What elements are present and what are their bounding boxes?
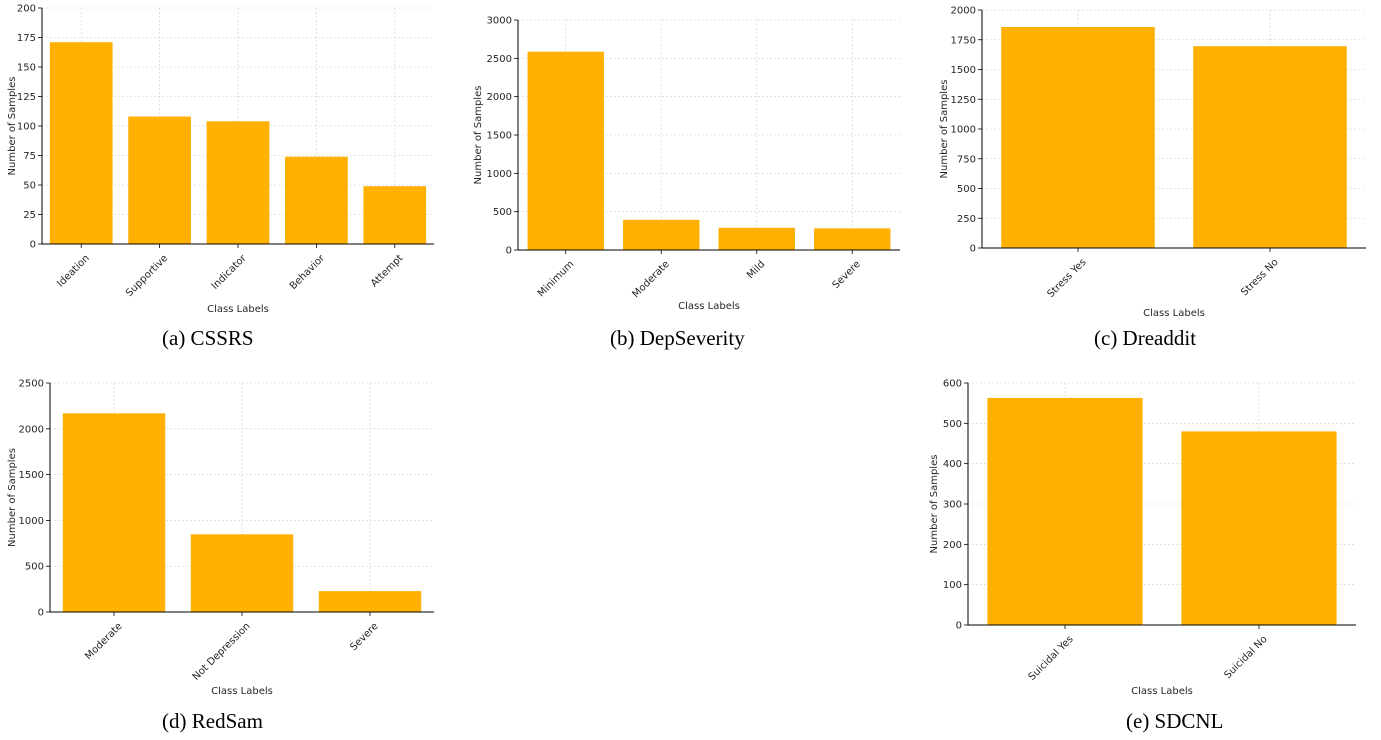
x-tick-label: Stress No <box>1239 257 1280 298</box>
y-tick-label: 600 <box>943 379 962 390</box>
bar <box>987 397 1143 625</box>
y-tick-label: 1750 <box>951 35 976 46</box>
chart-svg: 0 25 50 75 100 125 150 175 200 Ideation Supportive… <box>7 4 434 315</box>
bar <box>318 591 422 612</box>
x-tick-label: Moderate <box>83 621 124 662</box>
bar <box>814 228 891 250</box>
y-tick-label: 125 <box>17 92 36 103</box>
chart-sdcnl: 0 100 200 300 400 500 600 Suicidal Yes Suicidal … <box>922 368 1362 698</box>
y-tick-label: 0 <box>30 240 36 251</box>
x-tick-label: Behavior <box>288 252 328 292</box>
chart-redsam: 0 500 1000 1500 2000 2500 Moderate Not Depressi… <box>0 368 440 698</box>
y-tick-label: 2000 <box>951 6 976 17</box>
y-axis-label: Number of Samples <box>939 80 950 179</box>
y-tick-label: 1000 <box>19 516 44 527</box>
bar <box>128 116 191 244</box>
y-tick-label: 500 <box>943 419 962 430</box>
x-tick-label: Indicator <box>210 252 250 292</box>
chart-cssrs: 0 25 50 75 100 125 150 175 200 Ideation Supportive… <box>0 0 440 320</box>
x-tick-label: Severe <box>831 259 863 291</box>
y-tick-label: 75 <box>23 151 36 162</box>
x-tick-label: Not Depression <box>191 621 253 683</box>
y-tick-label: 175 <box>17 33 36 44</box>
y-tick-label: 500 <box>957 184 976 195</box>
bar <box>62 413 166 612</box>
bar <box>190 534 294 612</box>
bar <box>49 42 113 244</box>
x-tick-label: Supportive <box>124 253 170 299</box>
y-axis-label: Number of Samples <box>473 86 484 185</box>
y-tick-label: 500 <box>493 207 512 218</box>
y-tick-label: 1500 <box>487 131 512 142</box>
chart-svg: 0 500 1000 1500 2000 2500 3000 Minimum Moderate M… <box>473 16 900 312</box>
y-tick-label: 2000 <box>487 92 512 103</box>
y-tick-label: 0 <box>506 246 512 257</box>
y-tick-label: 200 <box>17 4 36 15</box>
y-tick-label: 1000 <box>487 169 512 180</box>
x-tick-label: Ideation <box>55 253 92 290</box>
y-tick-label: 3000 <box>487 16 512 27</box>
x-tick-label: Suicidal No <box>1222 634 1269 681</box>
y-tick-label: 2500 <box>487 54 512 65</box>
y-tick-label: 300 <box>943 500 962 511</box>
y-tick-label: 150 <box>17 63 36 74</box>
y-tick-label: 100 <box>943 580 962 591</box>
bar <box>363 186 427 244</box>
bar <box>1193 46 1347 249</box>
chart-svg: 0 250 500 750 1000 1250 1500 1750 2000 Stress Yes… <box>939 6 1366 319</box>
chart-dreaddit: 0 250 500 750 1000 1250 1500 1750 2000 Stress Yes… <box>932 0 1372 320</box>
x-tick-label: Suicidal Yes <box>1027 634 1076 683</box>
x-axis-label: Class Labels <box>211 686 273 697</box>
x-tick-label: Attempt <box>369 253 406 290</box>
x-axis-label: Class Labels <box>1131 686 1193 697</box>
bar <box>718 227 795 250</box>
bar <box>1001 27 1155 249</box>
y-tick-label: 1500 <box>19 470 44 481</box>
y-tick-label: 1250 <box>951 95 976 106</box>
bar <box>623 219 700 250</box>
x-tick-label: Minimum <box>536 259 577 300</box>
x-tick-label: Stress Yes <box>1045 257 1088 300</box>
y-tick-label: 50 <box>23 181 36 192</box>
y-tick-label: 25 <box>23 210 36 221</box>
x-tick-label: Moderate <box>630 259 671 300</box>
caption-cssrs: (a) CSSRS <box>162 326 254 350</box>
chart-svg: 0 100 200 300 400 500 600 Suicidal Yes Suicidal … <box>929 379 1356 697</box>
y-axis-label: Number of Samples <box>7 448 18 547</box>
x-tick-label: Mild <box>745 259 767 281</box>
y-tick-label: 0 <box>970 244 976 255</box>
bar <box>1181 431 1337 625</box>
bar <box>206 121 270 244</box>
y-tick-label: 100 <box>17 122 36 133</box>
x-axis-label: Class Labels <box>1143 308 1205 319</box>
y-tick-label: 200 <box>943 540 962 551</box>
y-tick-label: 250 <box>957 214 976 225</box>
caption-depseverity: (b) DepSeverity <box>610 326 745 350</box>
y-tick-label: 1500 <box>951 65 976 76</box>
y-tick-label: 0 <box>956 621 962 632</box>
y-axis-label: Number of Samples <box>929 455 940 554</box>
y-tick-label: 750 <box>957 154 976 165</box>
bar <box>285 156 348 244</box>
x-tick-label: Severe <box>348 621 380 653</box>
y-tick-label: 500 <box>25 562 44 573</box>
bar <box>527 51 604 251</box>
y-tick-label: 2000 <box>19 424 44 435</box>
x-axis-label: Class Labels <box>678 301 740 312</box>
y-tick-label: 1000 <box>951 125 976 136</box>
y-axis-label: Number of Samples <box>7 77 18 176</box>
chart-svg: 0 500 1000 1500 2000 2500 Moderate Not Depressi… <box>7 379 434 697</box>
y-tick-label: 2500 <box>19 379 44 390</box>
caption-redsam: (d) RedSam <box>162 709 263 733</box>
y-tick-label: 0 <box>38 608 44 619</box>
caption-sdcnl: (e) SDCNL <box>1126 709 1224 733</box>
caption-dreaddit: (c) Dreaddit <box>1094 326 1197 350</box>
chart-depseverity: 0 500 1000 1500 2000 2500 3000 Minimum Moderate M… <box>466 0 906 320</box>
y-tick-label: 400 <box>943 459 962 470</box>
x-axis-label: Class Labels <box>207 304 269 315</box>
